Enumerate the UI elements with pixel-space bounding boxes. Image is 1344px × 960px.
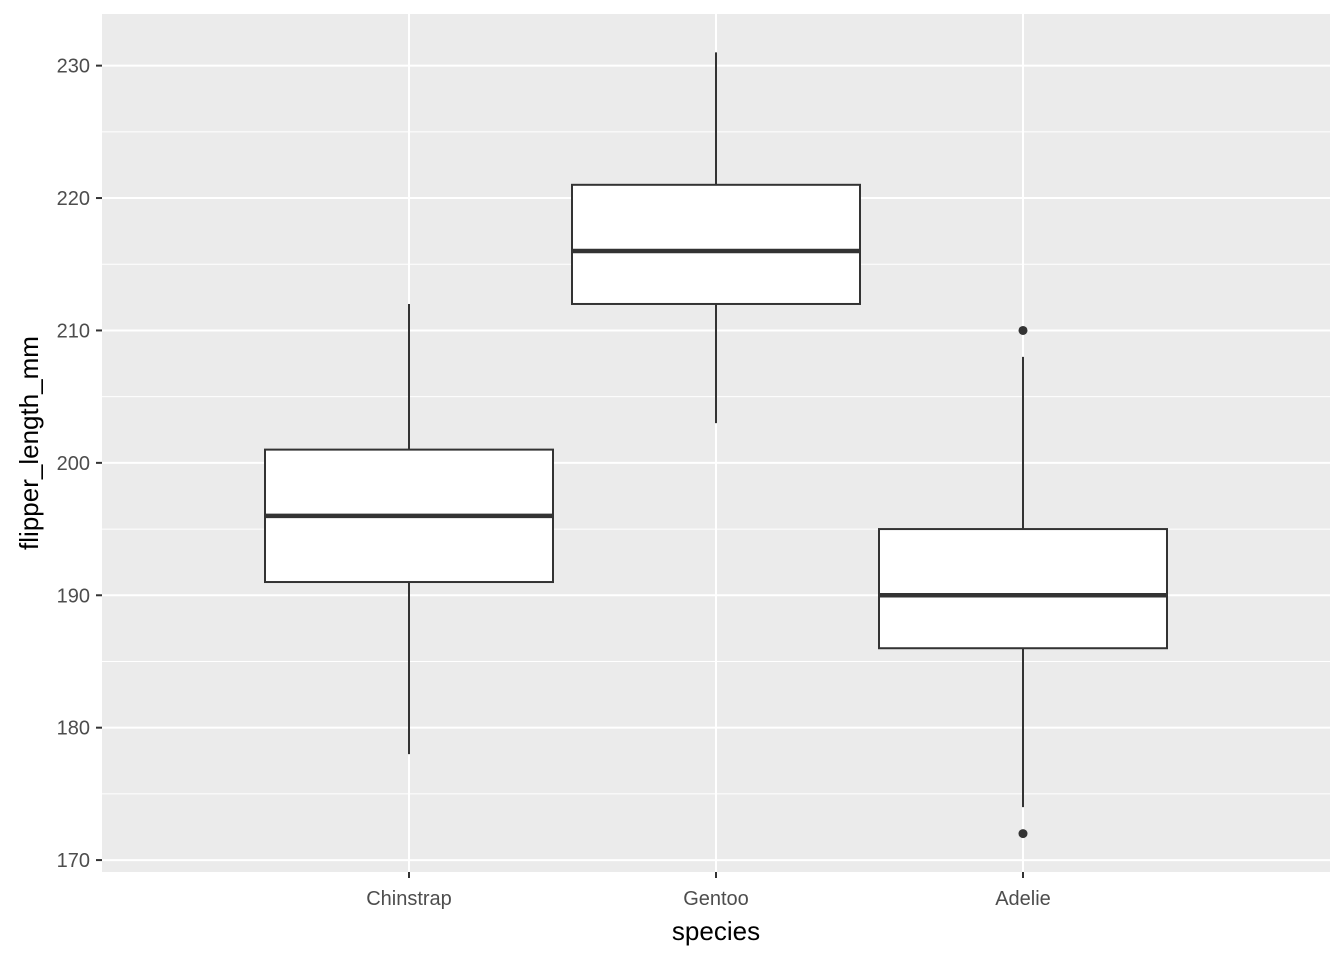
boxes — [264, 52, 1168, 839]
y-axis: 170 180 190 200 210 220 230 — [57, 56, 102, 872]
y-tick-label: 200 — [57, 453, 90, 475]
outlier-point — [1018, 325, 1028, 335]
x-tick-label: Chinstrap — [366, 888, 452, 910]
y-tick-label: 230 — [57, 56, 90, 78]
y-tick-label: 220 — [57, 188, 90, 210]
outlier-point — [1018, 829, 1028, 839]
iqr-box — [878, 528, 1168, 650]
x-tick-label: Gentoo — [683, 888, 749, 910]
y-axis-title: flipper_length_mm — [14, 336, 44, 550]
x-tick-label: Adelie — [995, 888, 1051, 910]
iqr-box — [571, 183, 861, 305]
y-tick-label: 170 — [57, 850, 90, 872]
box-adelie — [878, 325, 1168, 839]
box-chinstrap — [264, 303, 554, 755]
y-tick-label: 180 — [57, 718, 90, 740]
x-axis-title: species — [672, 916, 760, 946]
x-axis: Chinstrap Gentoo Adelie — [366, 872, 1051, 910]
y-tick-label: 190 — [57, 585, 90, 607]
box-gentoo — [571, 52, 861, 424]
y-tick-label: 210 — [57, 320, 90, 342]
